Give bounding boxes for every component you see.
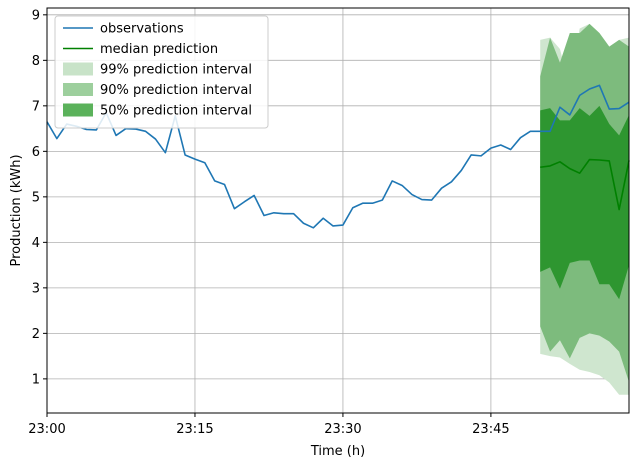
legend-label: 50% prediction interval <box>100 104 252 119</box>
legend-label: observations <box>100 22 184 37</box>
prediction-bands <box>540 23 629 395</box>
y-tick-label: 3 <box>32 281 40 296</box>
legend-patch-swatch <box>63 62 93 76</box>
y-axis-label: Production (kWh) <box>9 154 24 266</box>
y-tick-label: 6 <box>32 145 40 160</box>
median-prediction-line <box>540 158 630 211</box>
plot-frame <box>46 7 630 414</box>
y-tick-label: 7 <box>32 99 40 114</box>
y-tick-label: 5 <box>32 190 40 205</box>
legend-label: 90% prediction interval <box>100 83 252 98</box>
band-50 <box>540 105 629 300</box>
legend-patch-swatch <box>63 83 93 96</box>
y-tick-label: 4 <box>32 236 40 251</box>
legend-label: 99% prediction interval <box>100 63 252 78</box>
legend: observations median prediction 99% predict… <box>54 15 269 129</box>
y-tick-label: 1 <box>32 372 40 387</box>
observations-line <box>46 84 630 229</box>
y-tick-label: 9 <box>32 8 40 23</box>
axis-ticks: 1 2 3 4 5 6 7 8 9 23:00 23:15 23:30 23:45 <box>28 8 509 437</box>
legend-patch-swatch <box>63 103 93 117</box>
series-lines <box>46 84 630 229</box>
x-tick-label: 23:45 <box>472 422 509 437</box>
x-tick-label: 23:00 <box>28 422 65 437</box>
y-tick-label: 8 <box>32 54 40 69</box>
y-tick-label: 2 <box>32 327 40 342</box>
legend-box <box>54 15 269 129</box>
legend-label: median prediction <box>100 42 218 57</box>
x-tick-label: 23:15 <box>176 422 213 437</box>
x-axis-label: Time (h) <box>310 444 365 459</box>
x-tick-label: 23:30 <box>324 422 361 437</box>
